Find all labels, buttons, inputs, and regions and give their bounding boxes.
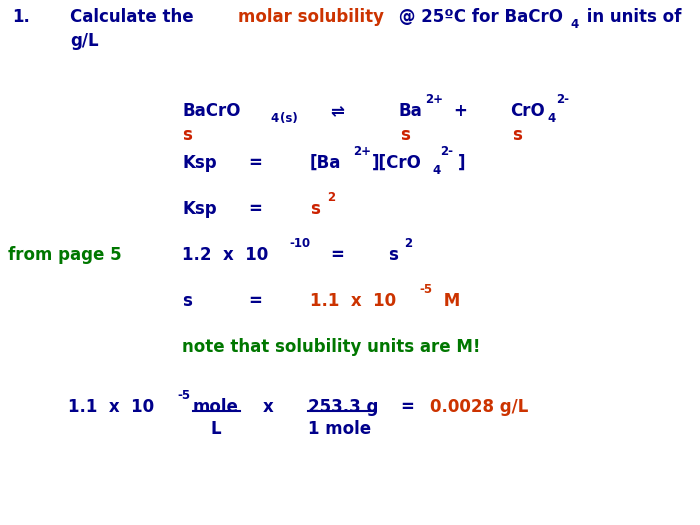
Text: 1.2  x  10: 1.2 x 10 (182, 246, 268, 264)
Text: s: s (388, 246, 398, 264)
Text: +: + (453, 102, 467, 120)
Text: Ba: Ba (398, 102, 421, 120)
Text: note that solubility units are M!: note that solubility units are M! (182, 338, 480, 356)
Text: 4: 4 (270, 112, 279, 125)
Text: -10: -10 (289, 237, 310, 250)
Text: from page 5: from page 5 (8, 246, 122, 264)
Text: in units of: in units of (581, 8, 681, 26)
Text: 253.3 g: 253.3 g (308, 398, 379, 416)
Text: =: = (400, 398, 414, 416)
Text: 1.1  x  10: 1.1 x 10 (310, 292, 396, 310)
Text: (s): (s) (280, 112, 298, 125)
Text: ]: ] (458, 154, 466, 172)
Text: =: = (248, 292, 262, 310)
Text: x: x (263, 398, 274, 416)
Text: s: s (182, 126, 192, 144)
Text: 2+: 2+ (425, 93, 443, 106)
Text: 1 mole: 1 mole (308, 420, 371, 438)
Text: =: = (248, 154, 262, 172)
Text: 0.0028 g/L: 0.0028 g/L (430, 398, 528, 416)
Text: ⇌: ⇌ (330, 102, 344, 120)
Text: molar solubility: molar solubility (238, 8, 384, 26)
Text: mole: mole (193, 398, 239, 416)
Text: ][CrO: ][CrO (372, 154, 422, 172)
Text: Calculate the: Calculate the (70, 8, 199, 26)
Text: 1.1  x  10: 1.1 x 10 (68, 398, 154, 416)
Text: CrO: CrO (510, 102, 545, 120)
Text: s: s (512, 126, 522, 144)
Text: 4: 4 (547, 112, 555, 125)
Text: -5: -5 (419, 283, 432, 296)
Text: s: s (182, 292, 192, 310)
Text: 2-: 2- (556, 93, 569, 106)
Text: 2: 2 (404, 237, 412, 250)
Text: 4: 4 (432, 164, 440, 177)
Text: 2-: 2- (440, 145, 453, 158)
Text: BaCrO: BaCrO (182, 102, 241, 120)
Text: -5: -5 (177, 389, 190, 402)
Text: s: s (400, 126, 410, 144)
Text: s: s (310, 200, 320, 218)
Text: 1.: 1. (12, 8, 30, 26)
Text: L: L (210, 420, 220, 438)
Text: =: = (330, 246, 344, 264)
Text: [Ba: [Ba (310, 154, 342, 172)
Text: g/L: g/L (70, 32, 99, 50)
Text: M: M (438, 292, 461, 310)
Text: Ksp: Ksp (182, 154, 216, 172)
Text: 2+: 2+ (353, 145, 371, 158)
Text: 4: 4 (570, 18, 578, 31)
Text: Ksp: Ksp (182, 200, 216, 218)
Text: 2: 2 (327, 191, 335, 204)
Text: =: = (248, 200, 262, 218)
Text: @ 25ºC for BaCrO: @ 25ºC for BaCrO (393, 8, 563, 26)
